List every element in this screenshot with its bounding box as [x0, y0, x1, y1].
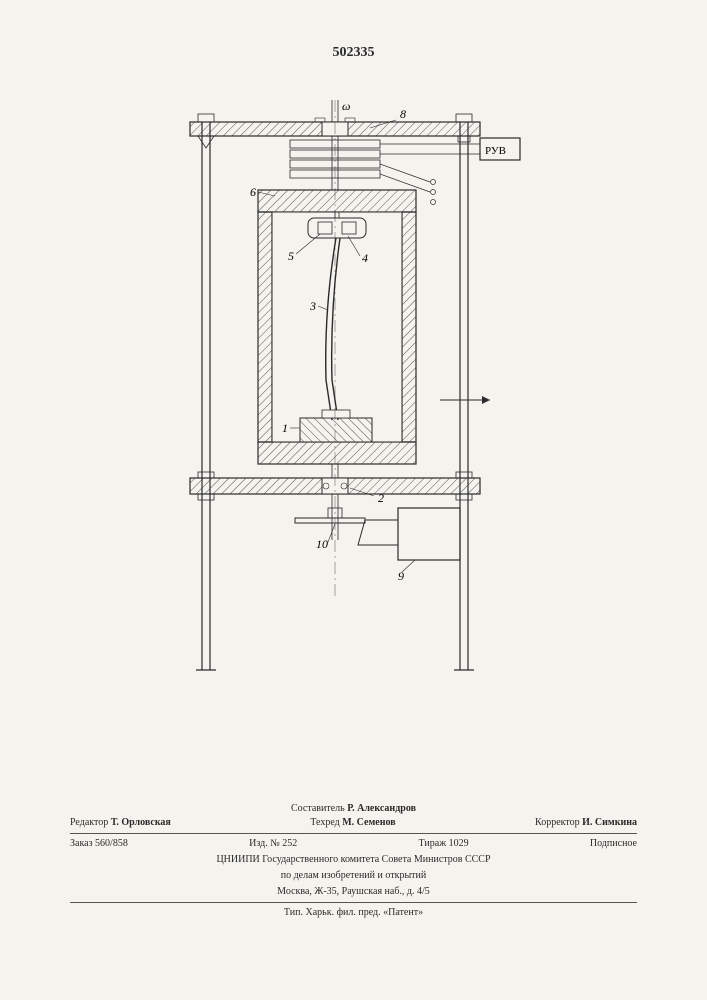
label-3: 3 [309, 299, 316, 313]
label-2: 2 [378, 491, 384, 505]
label-10: 10 [316, 537, 328, 551]
patent-figure: ω 8 РУВ 6 5 4 3 [140, 100, 560, 680]
label-6: 6 [250, 185, 256, 199]
label-4: 4 [362, 251, 368, 265]
label-5: 5 [288, 249, 294, 263]
patent-number: 502335 [0, 45, 707, 61]
omega-label: ω [342, 100, 350, 113]
ruv-box: РУВ [485, 145, 506, 157]
imprint-footer: Составитель Р. Александров Редактор Т. О… [70, 800, 637, 920]
label-1: 1 [282, 421, 288, 435]
label-8: 8 [400, 107, 406, 121]
